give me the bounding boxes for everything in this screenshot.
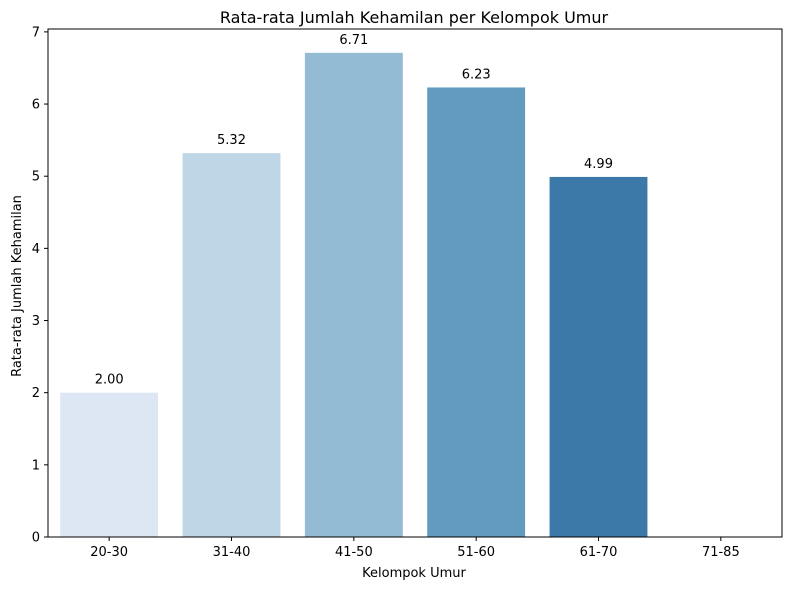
data-label-41-50: 6.71 <box>339 33 368 48</box>
y-tick-label-4: 4 <box>32 242 40 257</box>
data-label-61-70: 4.99 <box>584 157 613 172</box>
data-label-31-40: 5.32 <box>217 133 246 148</box>
plot-frame <box>47 28 783 538</box>
y-tick-label-0: 0 <box>32 531 40 546</box>
y-tick-label-2: 2 <box>32 386 40 401</box>
chart-title: Rata-rata Jumlah Kehamilan per Kelompok … <box>220 8 609 27</box>
y-axis-label: Rata-rata Jumlah Kehamilan <box>10 195 25 377</box>
x-tick-label-20-30: 20-30 <box>90 545 128 560</box>
y-tick-label-7: 7 <box>32 25 40 40</box>
x-axis-label: Kelompok Umur <box>362 566 466 581</box>
x-tick-label-61-70: 61-70 <box>580 545 618 560</box>
y-tick-label-5: 5 <box>32 170 40 185</box>
x-tick-label-51-60: 51-60 <box>457 545 495 560</box>
data-label-51-60: 6.23 <box>462 67 491 82</box>
data-label-20-30: 2.00 <box>95 373 124 388</box>
bar-20-30 <box>60 392 159 537</box>
plot-area: 2.00 20-30 5.32 31-40 6.71 41-50 6.23 51-60 4.99… <box>32 25 783 560</box>
bar-61-70 <box>549 176 648 537</box>
x-tick-label-71-85: 71-85 <box>702 545 740 560</box>
x-tick-label-41-50: 41-50 <box>335 545 373 560</box>
x-tick-label-31-40: 31-40 <box>213 545 251 560</box>
y-tick-label-6: 6 <box>32 98 40 113</box>
bar-31-40 <box>182 153 281 537</box>
y-tick-label-3: 3 <box>32 314 40 329</box>
bar-51-60 <box>427 87 526 538</box>
y-tick-label-1: 1 <box>32 458 40 473</box>
bar-41-50 <box>304 52 403 537</box>
